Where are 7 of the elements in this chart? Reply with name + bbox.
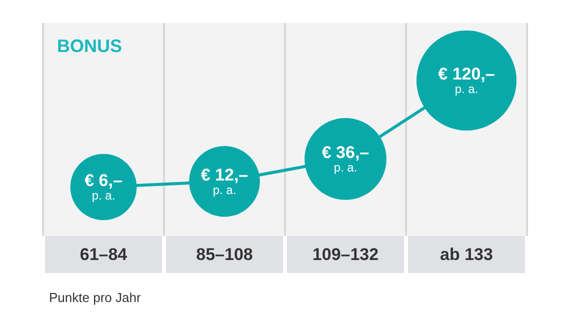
data-label: € 120,– p. a. (438, 64, 495, 96)
x-tick-label: 61–84 (80, 245, 128, 264)
x-tick-label: 109–132 (312, 245, 379, 264)
x-axis-title: Punkte pro Jahr (49, 290, 142, 305)
x-tick-label: 85–108 (196, 245, 253, 264)
x-tick-label: ab 133 (440, 245, 493, 264)
chart-title: BONUS (57, 36, 122, 56)
